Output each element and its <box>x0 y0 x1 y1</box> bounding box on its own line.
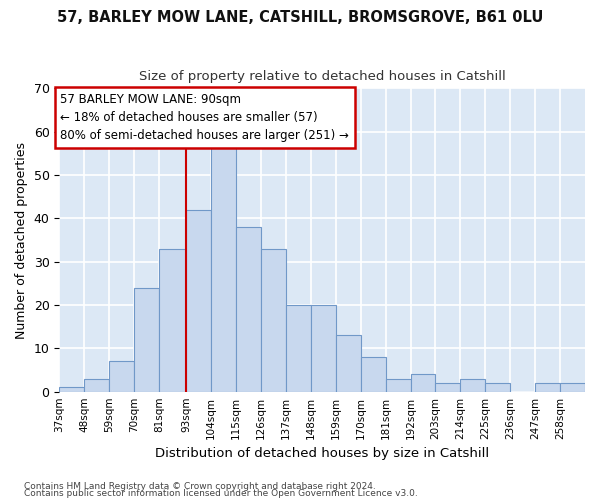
Bar <box>436 383 460 392</box>
Bar <box>336 336 361 392</box>
Bar <box>211 144 236 392</box>
Bar <box>109 362 134 392</box>
Bar <box>84 378 109 392</box>
Bar <box>485 383 510 392</box>
Text: Contains HM Land Registry data © Crown copyright and database right 2024.: Contains HM Land Registry data © Crown c… <box>24 482 376 491</box>
Bar <box>560 383 585 392</box>
Bar <box>261 248 286 392</box>
Bar <box>460 378 485 392</box>
Y-axis label: Number of detached properties: Number of detached properties <box>15 142 28 338</box>
Bar <box>386 378 410 392</box>
Text: Contains public sector information licensed under the Open Government Licence v3: Contains public sector information licen… <box>24 490 418 498</box>
Bar <box>311 305 336 392</box>
Text: 57 BARLEY MOW LANE: 90sqm
← 18% of detached houses are smaller (57)
80% of semi-: 57 BARLEY MOW LANE: 90sqm ← 18% of detac… <box>61 92 349 142</box>
Bar <box>186 210 211 392</box>
Bar <box>286 305 311 392</box>
Bar <box>134 288 159 392</box>
Text: 57, BARLEY MOW LANE, CATSHILL, BROMSGROVE, B61 0LU: 57, BARLEY MOW LANE, CATSHILL, BROMSGROV… <box>57 10 543 25</box>
Title: Size of property relative to detached houses in Catshill: Size of property relative to detached ho… <box>139 70 506 83</box>
X-axis label: Distribution of detached houses by size in Catshill: Distribution of detached houses by size … <box>155 447 489 460</box>
Bar <box>159 248 186 392</box>
Bar <box>236 227 261 392</box>
Bar <box>59 388 84 392</box>
Bar <box>361 357 386 392</box>
Bar <box>410 374 436 392</box>
Bar <box>535 383 560 392</box>
